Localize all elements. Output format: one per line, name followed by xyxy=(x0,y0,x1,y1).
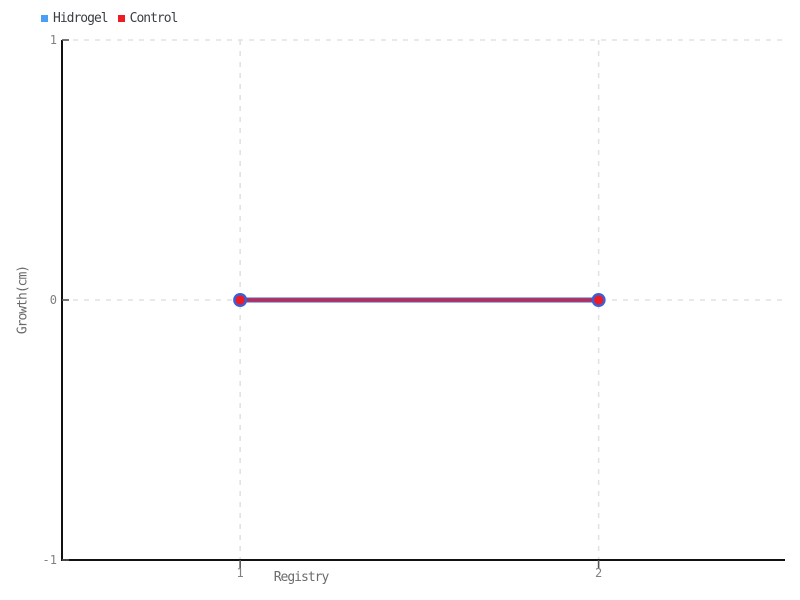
legend-label-hidrogel: Hidrogel xyxy=(53,11,109,26)
legend-label-control: Control xyxy=(129,11,179,26)
y-tick-label: -1 xyxy=(43,553,57,567)
legend-swatch-control-icon xyxy=(117,15,125,22)
legend-swatch-hidrogel-icon xyxy=(41,15,48,22)
x-tick-label: 2 xyxy=(595,566,602,580)
legend: Hidrogel Control xyxy=(41,11,179,26)
y-tick-label: 1 xyxy=(50,33,57,47)
data-point-control-1 xyxy=(235,295,245,305)
x-tick-label: 1 xyxy=(237,566,244,580)
legend-item-control[interactable]: Control xyxy=(117,11,179,26)
data-point-control-2 xyxy=(594,295,604,305)
legend-item-hidrogel[interactable]: Hidrogel xyxy=(41,11,109,26)
x-axis-title: Registry xyxy=(273,570,330,585)
y-axis-title: Growth(cm) xyxy=(15,265,31,335)
y-tick-label: 0 xyxy=(50,293,57,307)
